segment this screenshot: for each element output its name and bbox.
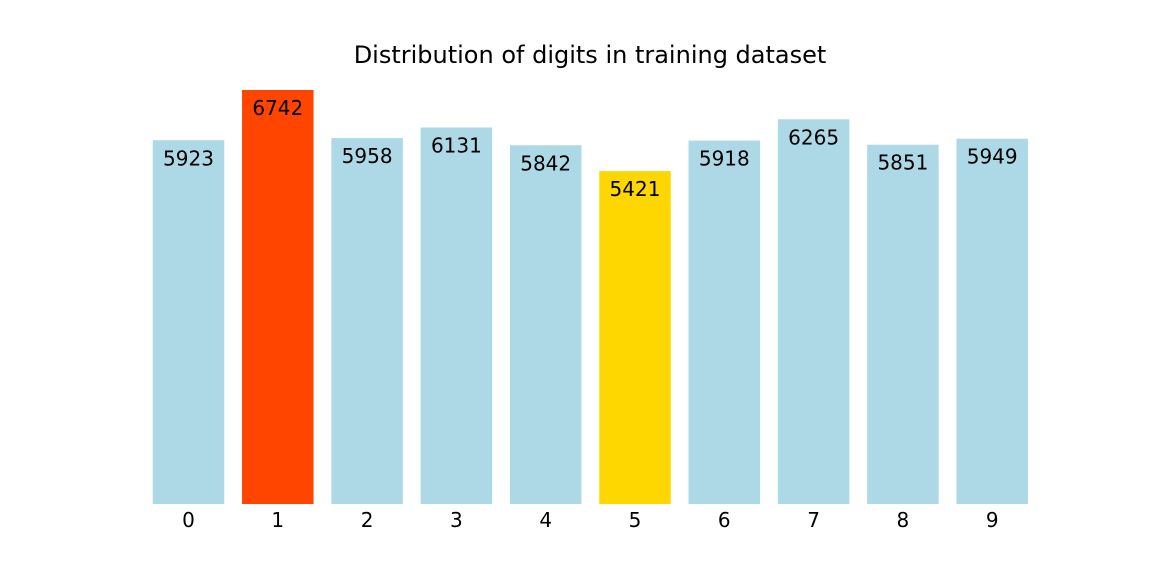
x-tick-label-2: 2 — [361, 508, 374, 532]
chart-title: Distribution of digits in training datas… — [354, 41, 827, 69]
data-label-5: 5421 — [610, 177, 661, 201]
bar-4 — [509, 145, 582, 504]
data-labels-group: 5923 6742 5958 6131 5842 5421 5918 6265 5851 5949 — [163, 96, 1018, 201]
bar-9 — [956, 138, 1028, 504]
x-tick-label-3: 3 — [450, 508, 463, 532]
data-label-6: 5918 — [699, 147, 750, 171]
bar-1 — [242, 90, 314, 504]
x-tick-label-0: 0 — [182, 508, 195, 532]
bar-7 — [777, 119, 850, 504]
bars-group — [152, 90, 1028, 505]
bar-2 — [331, 138, 403, 504]
x-tick-label-1: 1 — [271, 508, 284, 532]
bar-6 — [688, 140, 761, 504]
x-tick-label-7: 7 — [807, 508, 820, 532]
data-label-3: 6131 — [431, 134, 482, 158]
data-label-9: 5949 — [967, 145, 1018, 169]
bar-8 — [867, 144, 939, 504]
x-tick-label-8: 8 — [897, 508, 910, 532]
x-tick-label-6: 6 — [718, 508, 731, 532]
data-label-4: 5842 — [520, 151, 571, 175]
x-axis-ticks: 0 1 2 3 4 5 6 7 8 9 — [182, 508, 998, 532]
data-label-7: 6265 — [788, 125, 839, 149]
data-label-2: 5958 — [342, 144, 393, 168]
x-tick-label-5: 5 — [629, 508, 642, 532]
data-label-8: 5851 — [877, 151, 928, 175]
bar-3 — [420, 127, 493, 505]
bar-0 — [152, 140, 225, 505]
data-label-1: 6742 — [252, 96, 303, 120]
x-tick-label-9: 9 — [986, 508, 999, 532]
x-tick-label-4: 4 — [539, 508, 552, 532]
data-label-0: 5923 — [163, 146, 214, 170]
bar-5 — [599, 171, 671, 504]
